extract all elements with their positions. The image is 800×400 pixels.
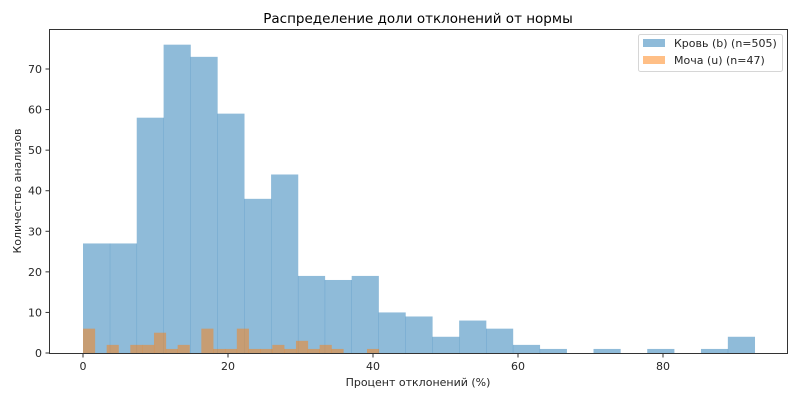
blood-bar (217, 113, 245, 354)
x-tick-label: 0 (80, 360, 87, 373)
chart-title: Распределение доли отклонений от нормы (263, 11, 572, 27)
y-tick-label: 10 (28, 306, 42, 319)
urine-bar (83, 328, 96, 353)
urine-bar (366, 348, 380, 353)
blood-bar (271, 174, 299, 353)
urine-bar (272, 344, 285, 353)
series-urine-bars (83, 328, 380, 353)
blood-bar (190, 56, 218, 354)
urine-bar (201, 328, 214, 353)
legend-label-urine: Моча (u) (n=47) (674, 54, 765, 67)
x-axis-ticks: 0 20 40 60 80 (80, 353, 670, 373)
x-tick-label: 20 (221, 360, 235, 373)
urine-bar (284, 348, 297, 353)
y-tick-label: 40 (28, 185, 42, 198)
legend-label-blood: Кровь (b) (n=505) (674, 37, 777, 50)
y-tick-label: 30 (28, 225, 42, 238)
urine-bar (142, 344, 155, 353)
urine-bar (331, 348, 344, 353)
x-tick-label: 40 (366, 360, 380, 373)
urine-bar (106, 344, 119, 353)
blood-bar (163, 44, 191, 353)
urine-bar (165, 348, 178, 353)
blood-bar (700, 348, 729, 353)
x-axis-label: Процент отклонений (%) (346, 376, 491, 389)
y-tick-label: 60 (28, 104, 42, 117)
y-axis-ticks: 0 10 20 30 40 50 60 70 (28, 63, 50, 360)
urine-bar (177, 344, 190, 353)
blood-bar (244, 198, 272, 353)
blood-bar (432, 336, 460, 353)
urine-bar (236, 328, 249, 353)
blood-bar (593, 348, 621, 353)
blood-bar (486, 328, 514, 353)
y-tick-label: 50 (28, 144, 42, 157)
y-tick-label: 70 (28, 63, 42, 76)
legend-swatch-blood (643, 39, 665, 47)
plot-area (83, 44, 756, 354)
urine-bar (248, 348, 261, 353)
urine-bar (319, 344, 332, 353)
legend-swatch-urine (643, 56, 665, 64)
x-tick-label: 80 (656, 360, 670, 373)
urine-bar (260, 348, 273, 353)
blood-bar (647, 348, 675, 353)
blood-bar (109, 243, 138, 353)
blood-bar (136, 117, 164, 353)
blood-bar (539, 348, 567, 353)
legend: Кровь (b) (n=505) Моча (u) (n=47) (638, 34, 783, 72)
y-tick-label: 0 (35, 347, 42, 360)
legend-box (638, 34, 783, 72)
urine-bar (295, 340, 309, 353)
urine-bar (224, 348, 238, 353)
x-tick-label: 60 (511, 360, 525, 373)
axes-frame (49, 29, 788, 354)
y-tick-label: 20 (28, 266, 42, 279)
blood-bar (512, 344, 541, 353)
blood-bar (378, 312, 406, 353)
blood-bar (459, 320, 487, 353)
urine-bar (153, 332, 167, 353)
blood-bar (297, 275, 326, 353)
blood-bar (324, 279, 352, 353)
urine-bar (213, 348, 226, 353)
urine-bar (130, 344, 143, 353)
blood-bar (351, 275, 379, 353)
series-blood-bars (83, 44, 756, 354)
blood-bar (727, 336, 756, 353)
urine-bar (307, 348, 320, 353)
y-axis-label: Количество анализов (11, 128, 24, 253)
blood-bar (405, 316, 433, 353)
